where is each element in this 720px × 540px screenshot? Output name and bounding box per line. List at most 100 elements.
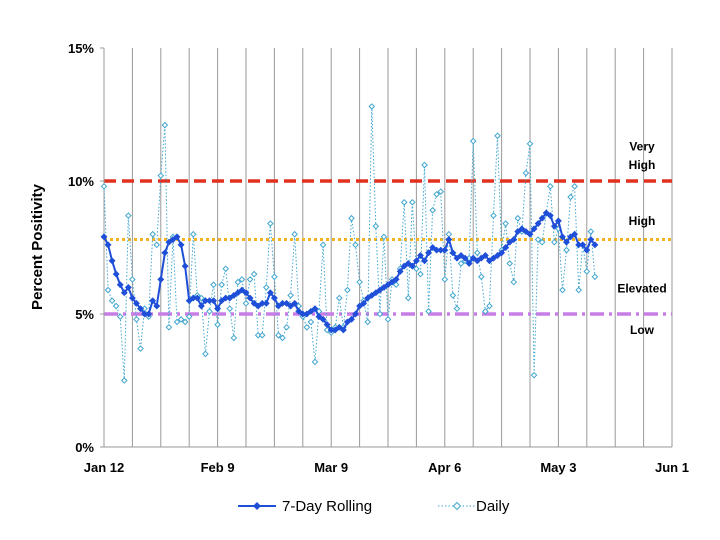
daily-point	[583, 268, 591, 275]
series-daily	[100, 103, 599, 384]
daily-point	[230, 334, 238, 342]
daily-point	[234, 278, 242, 286]
daily-point	[108, 297, 116, 305]
chart-axes	[100, 47, 672, 448]
daily-point	[534, 236, 542, 243]
rolling-point	[583, 246, 591, 254]
daily-point	[125, 212, 132, 219]
daily-point	[478, 273, 485, 281]
rolling-point	[546, 212, 554, 220]
daily-point	[380, 233, 388, 241]
y-tick-label: 0%	[75, 440, 94, 455]
daily-point	[429, 206, 436, 214]
rolling-point	[262, 299, 270, 307]
daily-point	[246, 276, 254, 283]
legend: 7-Day Rolling Daily	[238, 498, 510, 515]
daily-point	[250, 270, 258, 278]
rolling-point	[449, 249, 457, 257]
rolling-point	[157, 275, 165, 283]
rolling-point	[136, 305, 145, 313]
daily-point	[441, 276, 449, 283]
daily-point	[425, 308, 432, 315]
daily-point	[469, 137, 477, 145]
level-label: High	[629, 214, 656, 228]
chart-grid	[131, 48, 673, 447]
daily-point	[567, 193, 574, 201]
rolling-point	[562, 238, 571, 246]
daily-point	[506, 260, 514, 267]
daily-point	[364, 318, 372, 326]
daily-point	[149, 230, 156, 238]
rolling-point	[149, 297, 157, 305]
rolling-point	[128, 294, 136, 302]
rolling-point	[396, 267, 404, 275]
rolling-point	[429, 243, 437, 252]
rolling-point	[408, 262, 416, 270]
daily-point	[283, 323, 290, 331]
daily-point	[336, 294, 343, 302]
rolling-point	[416, 251, 425, 260]
daily-point	[238, 276, 246, 283]
daily-point	[185, 313, 193, 320]
x-tick-label: Feb 9	[201, 460, 235, 475]
daily-point	[409, 198, 416, 206]
daily-point	[433, 190, 440, 198]
daily-point	[210, 281, 217, 289]
rolling-point	[193, 294, 201, 302]
daily-line	[103, 106, 596, 381]
daily-point	[303, 323, 311, 331]
rolling-point	[145, 310, 153, 318]
rolling-point	[591, 241, 599, 249]
daily-point	[100, 183, 108, 190]
daily-point	[202, 350, 209, 358]
rolling-point	[177, 241, 185, 249]
series-7-day-rolling	[100, 209, 599, 334]
daily-point	[287, 292, 294, 299]
daily-point	[311, 358, 319, 366]
daily-point	[473, 249, 481, 257]
tick-labels: 0% 5% 10% 15% Jan 12 Feb 9 Mar 9 Apr 6 May 3 Jun …	[68, 41, 689, 475]
daily-point	[161, 121, 169, 129]
daily-point	[538, 238, 546, 246]
daily-point	[571, 183, 578, 190]
daily-point	[514, 214, 522, 222]
rolling-point	[542, 209, 550, 217]
x-tick-label: Jun 1	[655, 460, 689, 475]
rolling-point	[510, 235, 518, 244]
daily-point	[275, 331, 282, 339]
rolling-point	[538, 214, 546, 222]
legend-rolling-label: 7-Day Rolling	[282, 498, 372, 515]
rolling-point	[214, 305, 222, 313]
daily-point	[267, 220, 274, 227]
daily-point	[372, 222, 380, 230]
rolling-point	[498, 249, 506, 257]
level-label: Low	[630, 323, 655, 337]
rolling-point	[153, 302, 161, 310]
rolling-point	[197, 302, 205, 310]
daily-point	[421, 161, 428, 169]
daily-point	[112, 302, 120, 310]
daily-point	[384, 316, 392, 323]
y-tick-label: 15%	[68, 41, 94, 56]
rolling-point	[461, 254, 469, 262]
rolling-point	[266, 289, 274, 297]
rolling-point	[181, 262, 189, 270]
daily-point	[502, 220, 509, 227]
daily-point	[344, 286, 351, 294]
rolling-point	[445, 235, 453, 244]
rolling-point	[108, 257, 116, 265]
daily-point	[490, 212, 497, 219]
daily-point	[291, 230, 298, 238]
daily-point	[116, 313, 124, 320]
x-tick-label: May 3	[540, 460, 576, 475]
level-label: Elevated	[617, 282, 666, 296]
rolling-point	[420, 257, 429, 265]
daily-point	[258, 331, 266, 339]
daily-point	[526, 140, 534, 148]
rolling-point	[558, 233, 567, 241]
rolling-point	[360, 299, 368, 307]
threshold-lines	[104, 179, 672, 316]
daily-point	[133, 316, 140, 323]
legend-rolling-marker	[253, 502, 261, 510]
daily-point	[559, 286, 566, 294]
